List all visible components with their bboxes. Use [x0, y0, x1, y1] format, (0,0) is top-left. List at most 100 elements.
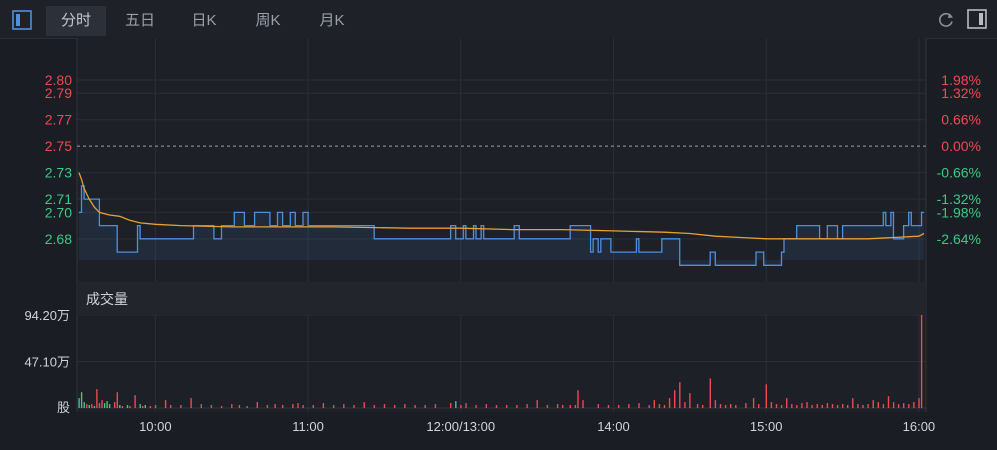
price-line [79, 185, 924, 266]
volume-bar [404, 404, 406, 408]
volume-bar [821, 405, 823, 408]
volume-bar [86, 404, 88, 408]
percent-axis: 1.98%1.32% 0.66% 0.00% -0.66% -1.32%-1.98% -2… [937, 72, 981, 247]
tab-intraday[interactable]: 分时 [46, 6, 106, 36]
volume-bar [83, 402, 85, 408]
volume-bar [653, 400, 655, 408]
volume-bar [414, 405, 416, 408]
volume-bar [702, 405, 704, 408]
volume-bar [164, 400, 167, 408]
percent-tick-label: -2.64% [937, 231, 981, 247]
volume-bar [98, 403, 101, 408]
volume-bar [292, 404, 294, 408]
volume-bar [628, 404, 630, 408]
percent-tick-label: 1.32% [941, 85, 981, 101]
volume-bar [920, 315, 923, 408]
volume-bar [562, 405, 564, 408]
tab-weekly-k[interactable]: 周K [255, 12, 281, 29]
volume-header [77, 282, 926, 315]
volume-bar [238, 405, 241, 408]
volume-bar [190, 398, 192, 408]
volume-bar [465, 403, 467, 408]
time-tick-label: 14:00 [597, 419, 630, 434]
volume-bar [363, 402, 365, 408]
volume-bar [638, 403, 640, 408]
volume-bar [847, 405, 849, 408]
volume-bar [582, 400, 584, 408]
volume-bar [806, 402, 808, 408]
volume-bar [842, 404, 844, 408]
volume-bar [424, 405, 426, 408]
price-axis: 2.802.79 2.77 2.75 2.73 2.712.70 2.68 [45, 72, 72, 247]
volume-bar [745, 403, 747, 408]
refresh-icon[interactable] [936, 10, 956, 30]
volume-bar [516, 405, 518, 408]
volume-bar [93, 406, 96, 408]
volume-bar [302, 405, 304, 408]
time-tick-label: 12:00/13:00 [426, 419, 495, 434]
volume-bar [121, 406, 124, 408]
volume-bar [648, 405, 650, 408]
volume-bar [322, 403, 325, 408]
percent-tick-label: 1.98% [941, 72, 981, 88]
volume-bar [752, 398, 755, 408]
volume-bar [770, 402, 773, 408]
tab-daily-k[interactable]: 日K [191, 12, 217, 29]
volume-bar [119, 405, 121, 408]
volume-bar [495, 405, 498, 408]
volume-bar [872, 400, 874, 408]
volume-bar [246, 406, 248, 408]
volume-bar [574, 405, 577, 408]
volume-bar [383, 404, 386, 408]
volume-bar [719, 404, 722, 408]
volume-bar [332, 405, 335, 408]
volume-bar [780, 405, 783, 408]
volume-bar [658, 404, 661, 408]
percent-tick-label: 0.00% [941, 138, 981, 154]
volume-bar [877, 402, 879, 408]
volume-bar [674, 390, 676, 408]
volume-bar [536, 400, 538, 408]
panel-toggle-icon[interactable] [12, 10, 32, 30]
volume-bar [108, 404, 111, 408]
volume-bar [668, 398, 671, 408]
volume-bar [903, 403, 905, 408]
volume-bar [80, 392, 83, 408]
volume-bar [765, 384, 767, 408]
volume-bar [786, 398, 788, 408]
volume-bar [394, 405, 396, 408]
volume-bar [597, 404, 599, 408]
price-tick-label: 2.75 [45, 138, 72, 154]
volume-bar [274, 404, 276, 408]
volume-bar [618, 405, 620, 408]
intraday-chart: 2.802.79 2.77 2.75 2.73 2.712.70 2.68 1.98%1.… [24, 38, 981, 434]
time-tick-label: 10:00 [139, 419, 172, 434]
percent-tick-label: -1.98% [937, 204, 981, 220]
volume-bar [312, 405, 314, 408]
volume-bar [730, 404, 732, 408]
volume-bar [154, 405, 157, 408]
volume-bar [831, 404, 834, 408]
price-tick-label: 2.70 [45, 204, 72, 220]
volume-bar [679, 382, 681, 408]
volume-bar [266, 405, 269, 408]
volume-bar [796, 405, 798, 408]
volume-bar [857, 404, 859, 408]
volume-bar [88, 405, 90, 408]
price-area-fill [79, 185, 924, 266]
volume-tick-label: 94.20万 [24, 308, 70, 323]
sidebar-icon[interactable] [967, 9, 987, 29]
volume-bar [101, 400, 103, 408]
volume-bar [556, 404, 559, 408]
volume-bar [801, 403, 803, 408]
volume-bar [210, 405, 213, 408]
volume-bar [696, 404, 699, 408]
tab-monthly-k[interactable]: 月K [319, 12, 345, 29]
volume-bar [139, 404, 141, 408]
tab-five-day[interactable]: 五日 [124, 12, 155, 29]
volume-bar [836, 405, 839, 408]
top-toolbar: 分时 五日 日K 周K 月K [0, 0, 997, 39]
time-tick-label: 16:00 [903, 419, 936, 434]
volume-bar [142, 406, 144, 408]
